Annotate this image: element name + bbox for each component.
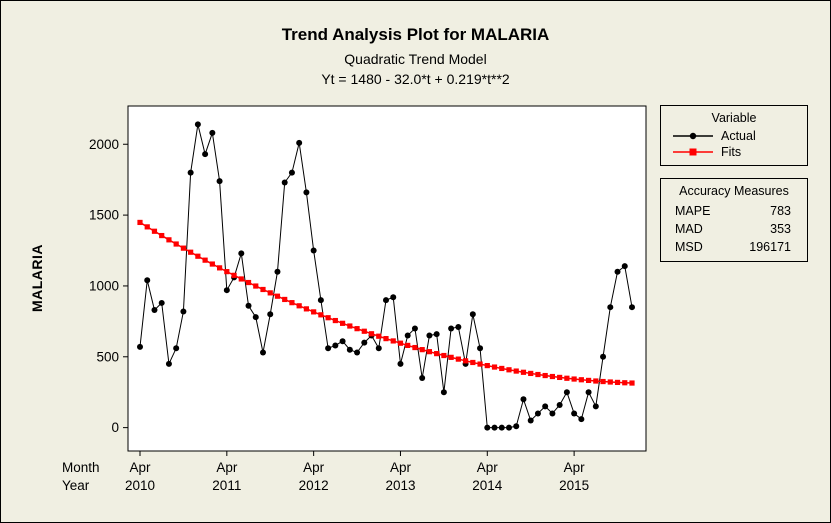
legend-entry-actual: Actual bbox=[661, 128, 807, 144]
svg-text:Apr: Apr bbox=[303, 460, 325, 475]
plot-region: 0 500 1000 1500 2000 Apr 2010 Apr 2011 Apr 2012 Apr… bbox=[62, 98, 654, 503]
svg-text:1500: 1500 bbox=[89, 208, 119, 223]
accuracy-metric-value: 783 bbox=[770, 204, 791, 218]
accuracy-row-mape: MAPE 783 bbox=[661, 202, 807, 220]
accuracy-metric-label: MAPE bbox=[675, 204, 711, 218]
fits-series-marker-icon bbox=[673, 148, 713, 156]
svg-text:Apr: Apr bbox=[216, 460, 238, 475]
accuracy-metric-label: MSD bbox=[675, 240, 703, 254]
svg-text:2015: 2015 bbox=[559, 478, 589, 493]
svg-text:Apr: Apr bbox=[129, 460, 151, 475]
legend-box: Variable Actual Fits bbox=[660, 105, 808, 166]
svg-text:Apr: Apr bbox=[564, 460, 586, 475]
accuracy-metric-label: MAD bbox=[675, 222, 703, 236]
plot-area bbox=[127, 105, 647, 452]
y-axis-label: MALARIA bbox=[29, 243, 45, 313]
svg-text:2010: 2010 bbox=[125, 478, 155, 493]
svg-text:2000: 2000 bbox=[89, 137, 119, 152]
svg-text:Apr: Apr bbox=[390, 460, 412, 475]
svg-text:1000: 1000 bbox=[89, 278, 119, 293]
svg-text:Year: Year bbox=[62, 478, 90, 493]
svg-text:2014: 2014 bbox=[472, 478, 503, 493]
accuracy-metric-value: 353 bbox=[770, 222, 791, 236]
actual-series-marker-icon bbox=[673, 132, 713, 140]
accuracy-row-mad: MAD 353 bbox=[661, 220, 807, 238]
svg-text:2011: 2011 bbox=[212, 478, 241, 493]
svg-text:Apr: Apr bbox=[477, 460, 499, 475]
svg-text:Month: Month bbox=[62, 460, 100, 475]
svg-text:0: 0 bbox=[111, 420, 119, 435]
legend-title: Variable bbox=[711, 111, 757, 125]
accuracy-measures-box: Accuracy Measures MAPE 783 MAD 353 MSD 1… bbox=[660, 178, 808, 262]
chart-title: Trend Analysis Plot for MALARIA bbox=[281, 25, 550, 44]
accuracy-metric-value: 196171 bbox=[749, 240, 791, 254]
legend-entry-fits: Fits bbox=[661, 144, 807, 160]
trend-plot: 0 500 1000 1500 2000 Apr 2010 Apr 2011 Apr 2012 Apr… bbox=[62, 105, 647, 493]
svg-text:2012: 2012 bbox=[299, 478, 329, 493]
accuracy-title: Accuracy Measures bbox=[679, 184, 789, 198]
trend-equation: Yt = 1480 - 32.0*t + 0.219*t**2 bbox=[321, 71, 510, 87]
svg-text:500: 500 bbox=[96, 349, 119, 364]
legend-label-actual: Actual bbox=[721, 129, 756, 143]
svg-text:2013: 2013 bbox=[385, 478, 415, 493]
accuracy-row-msd: MSD 196171 bbox=[661, 238, 807, 256]
legend-label-fits: Fits bbox=[721, 145, 742, 159]
chart-subtitle: Quadratic Trend Model bbox=[344, 51, 487, 67]
